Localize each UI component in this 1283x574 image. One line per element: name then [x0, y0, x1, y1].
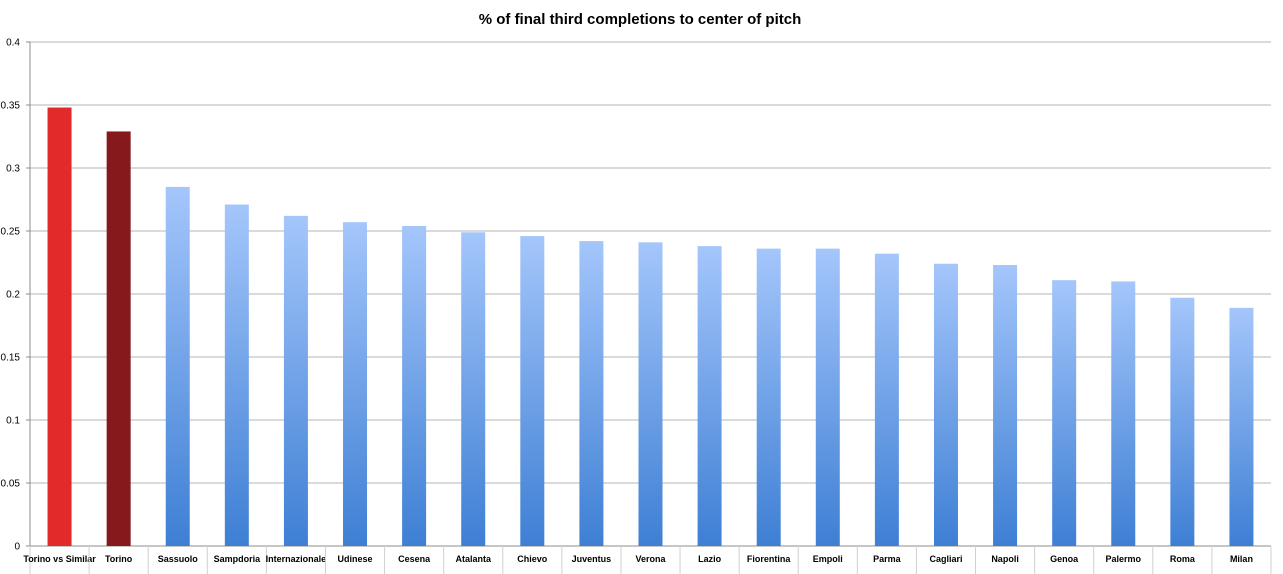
- bar-sampdoria: [224, 204, 249, 547]
- x-tick-label: Genoa: [1050, 554, 1079, 564]
- y-tick-label: 0.05: [1, 479, 21, 490]
- x-tick-label: Internazionale: [266, 554, 327, 564]
- y-tick-label: 0.1: [6, 416, 20, 427]
- bar-torino-vs-similar: [47, 107, 72, 547]
- x-tick-label: Chievo: [517, 554, 548, 564]
- bar-internazionale: [283, 215, 308, 546]
- x-tick-label: Roma: [1170, 554, 1196, 564]
- x-tick-label: Milan: [1230, 554, 1253, 564]
- bars: [47, 107, 1254, 547]
- bar-palermo: [1111, 281, 1136, 546]
- x-axis-ticks: Torino vs Similar Torino Sassuolo Sampdoria…: [23, 546, 1272, 574]
- x-tick-label: Cagliari: [929, 554, 962, 564]
- y-tick-label: 0.3: [6, 164, 20, 175]
- x-tick-label: Verona: [635, 554, 666, 564]
- bar-napoli: [993, 265, 1018, 546]
- y-tick-label: 0.15: [1, 353, 21, 364]
- bar-chievo: [520, 236, 545, 547]
- x-tick-label: Lazio: [698, 554, 722, 564]
- x-tick-label: Torino vs Similar: [23, 554, 96, 564]
- chart-title: % of final third completions to center o…: [479, 11, 802, 28]
- bar-cagliari: [933, 263, 958, 546]
- x-tick-label: Sampdoria: [214, 554, 262, 564]
- x-tick-label: Empoli: [813, 554, 843, 564]
- x-tick-label: Atalanta: [455, 554, 492, 564]
- x-tick-label: Juventus: [572, 554, 612, 564]
- bar-verona: [638, 242, 663, 546]
- bar-empoli: [815, 248, 840, 546]
- x-tick-label: Torino: [105, 554, 133, 564]
- y-tick-label: 0: [14, 542, 20, 553]
- x-tick-label: Udinese: [338, 554, 373, 564]
- x-tick-label: Napoli: [991, 554, 1019, 564]
- bar-torino: [106, 131, 131, 546]
- x-tick-label: Parma: [873, 554, 902, 564]
- bar-parma: [874, 253, 899, 546]
- bar-udinese: [343, 222, 368, 546]
- bar-fiorentina: [756, 248, 781, 546]
- bar-roma: [1170, 297, 1195, 546]
- y-tick-label: 0.35: [1, 101, 21, 112]
- bar-juventus: [579, 241, 604, 546]
- bar-cesena: [402, 225, 427, 546]
- y-tick-label: 0.25: [1, 227, 21, 238]
- y-axis-ticks: 0 0.05 0.1 0.15 0.2 0.25 0.3 0.35 0.4: [1, 38, 30, 553]
- y-tick-label: 0.2: [6, 290, 20, 301]
- bar-milan: [1229, 307, 1254, 546]
- y-tick-label: 0.4: [6, 38, 20, 49]
- x-tick-label: Sassuolo: [158, 554, 199, 564]
- x-tick-label: Palermo: [1105, 554, 1141, 564]
- bar-sassuolo: [165, 186, 190, 546]
- x-tick-label: Cesena: [398, 554, 431, 564]
- x-tick-label: Fiorentina: [747, 554, 791, 564]
- bar-genoa: [1052, 280, 1077, 546]
- bar-atalanta: [461, 232, 486, 546]
- bar-lazio: [697, 246, 722, 546]
